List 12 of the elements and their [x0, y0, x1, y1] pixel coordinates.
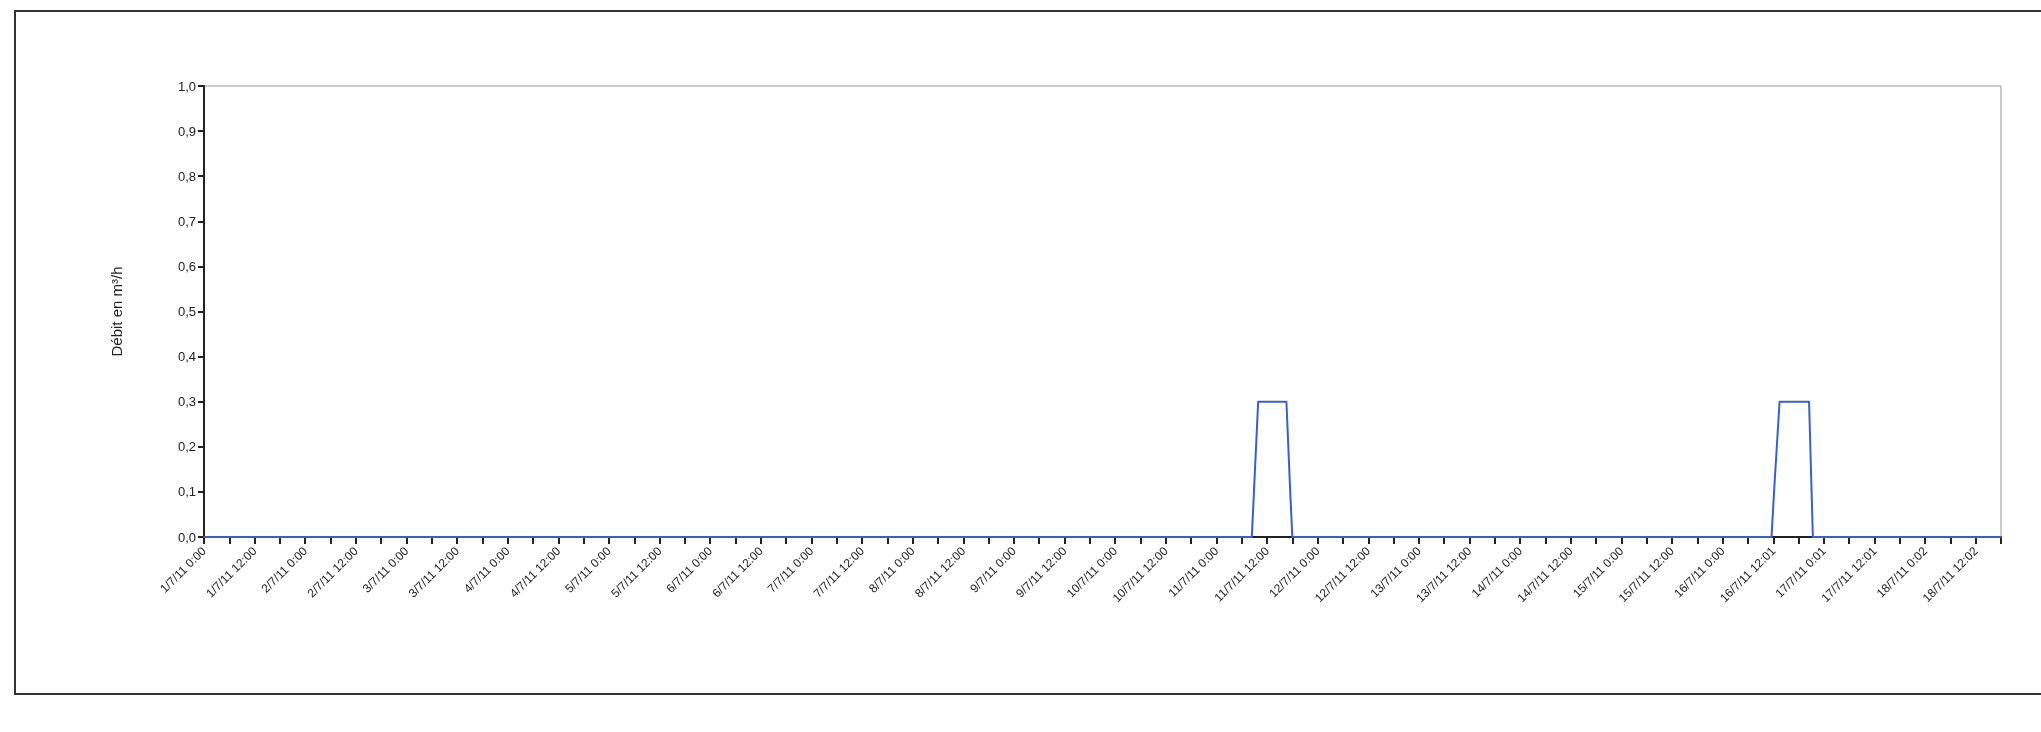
y-tick-label: 0,7	[177, 213, 196, 229]
y-tick-label: 0,6	[177, 258, 196, 274]
y-tick-label: 0,0	[177, 529, 196, 545]
y-tick-label: 0,2	[177, 439, 196, 455]
y-tick-label: 0,1	[177, 484, 196, 500]
y-tick-label: 0,8	[177, 168, 196, 184]
y-tick-label: 0,9	[177, 123, 196, 139]
y-tick-label: 1,0	[177, 78, 196, 94]
y-tick-label: 0,5	[177, 304, 196, 319]
y-axis-title: Débit en m³/h	[108, 266, 125, 357]
y-tick-label: 0,3	[177, 394, 196, 410]
y-tick-label: 0,4	[177, 349, 196, 365]
